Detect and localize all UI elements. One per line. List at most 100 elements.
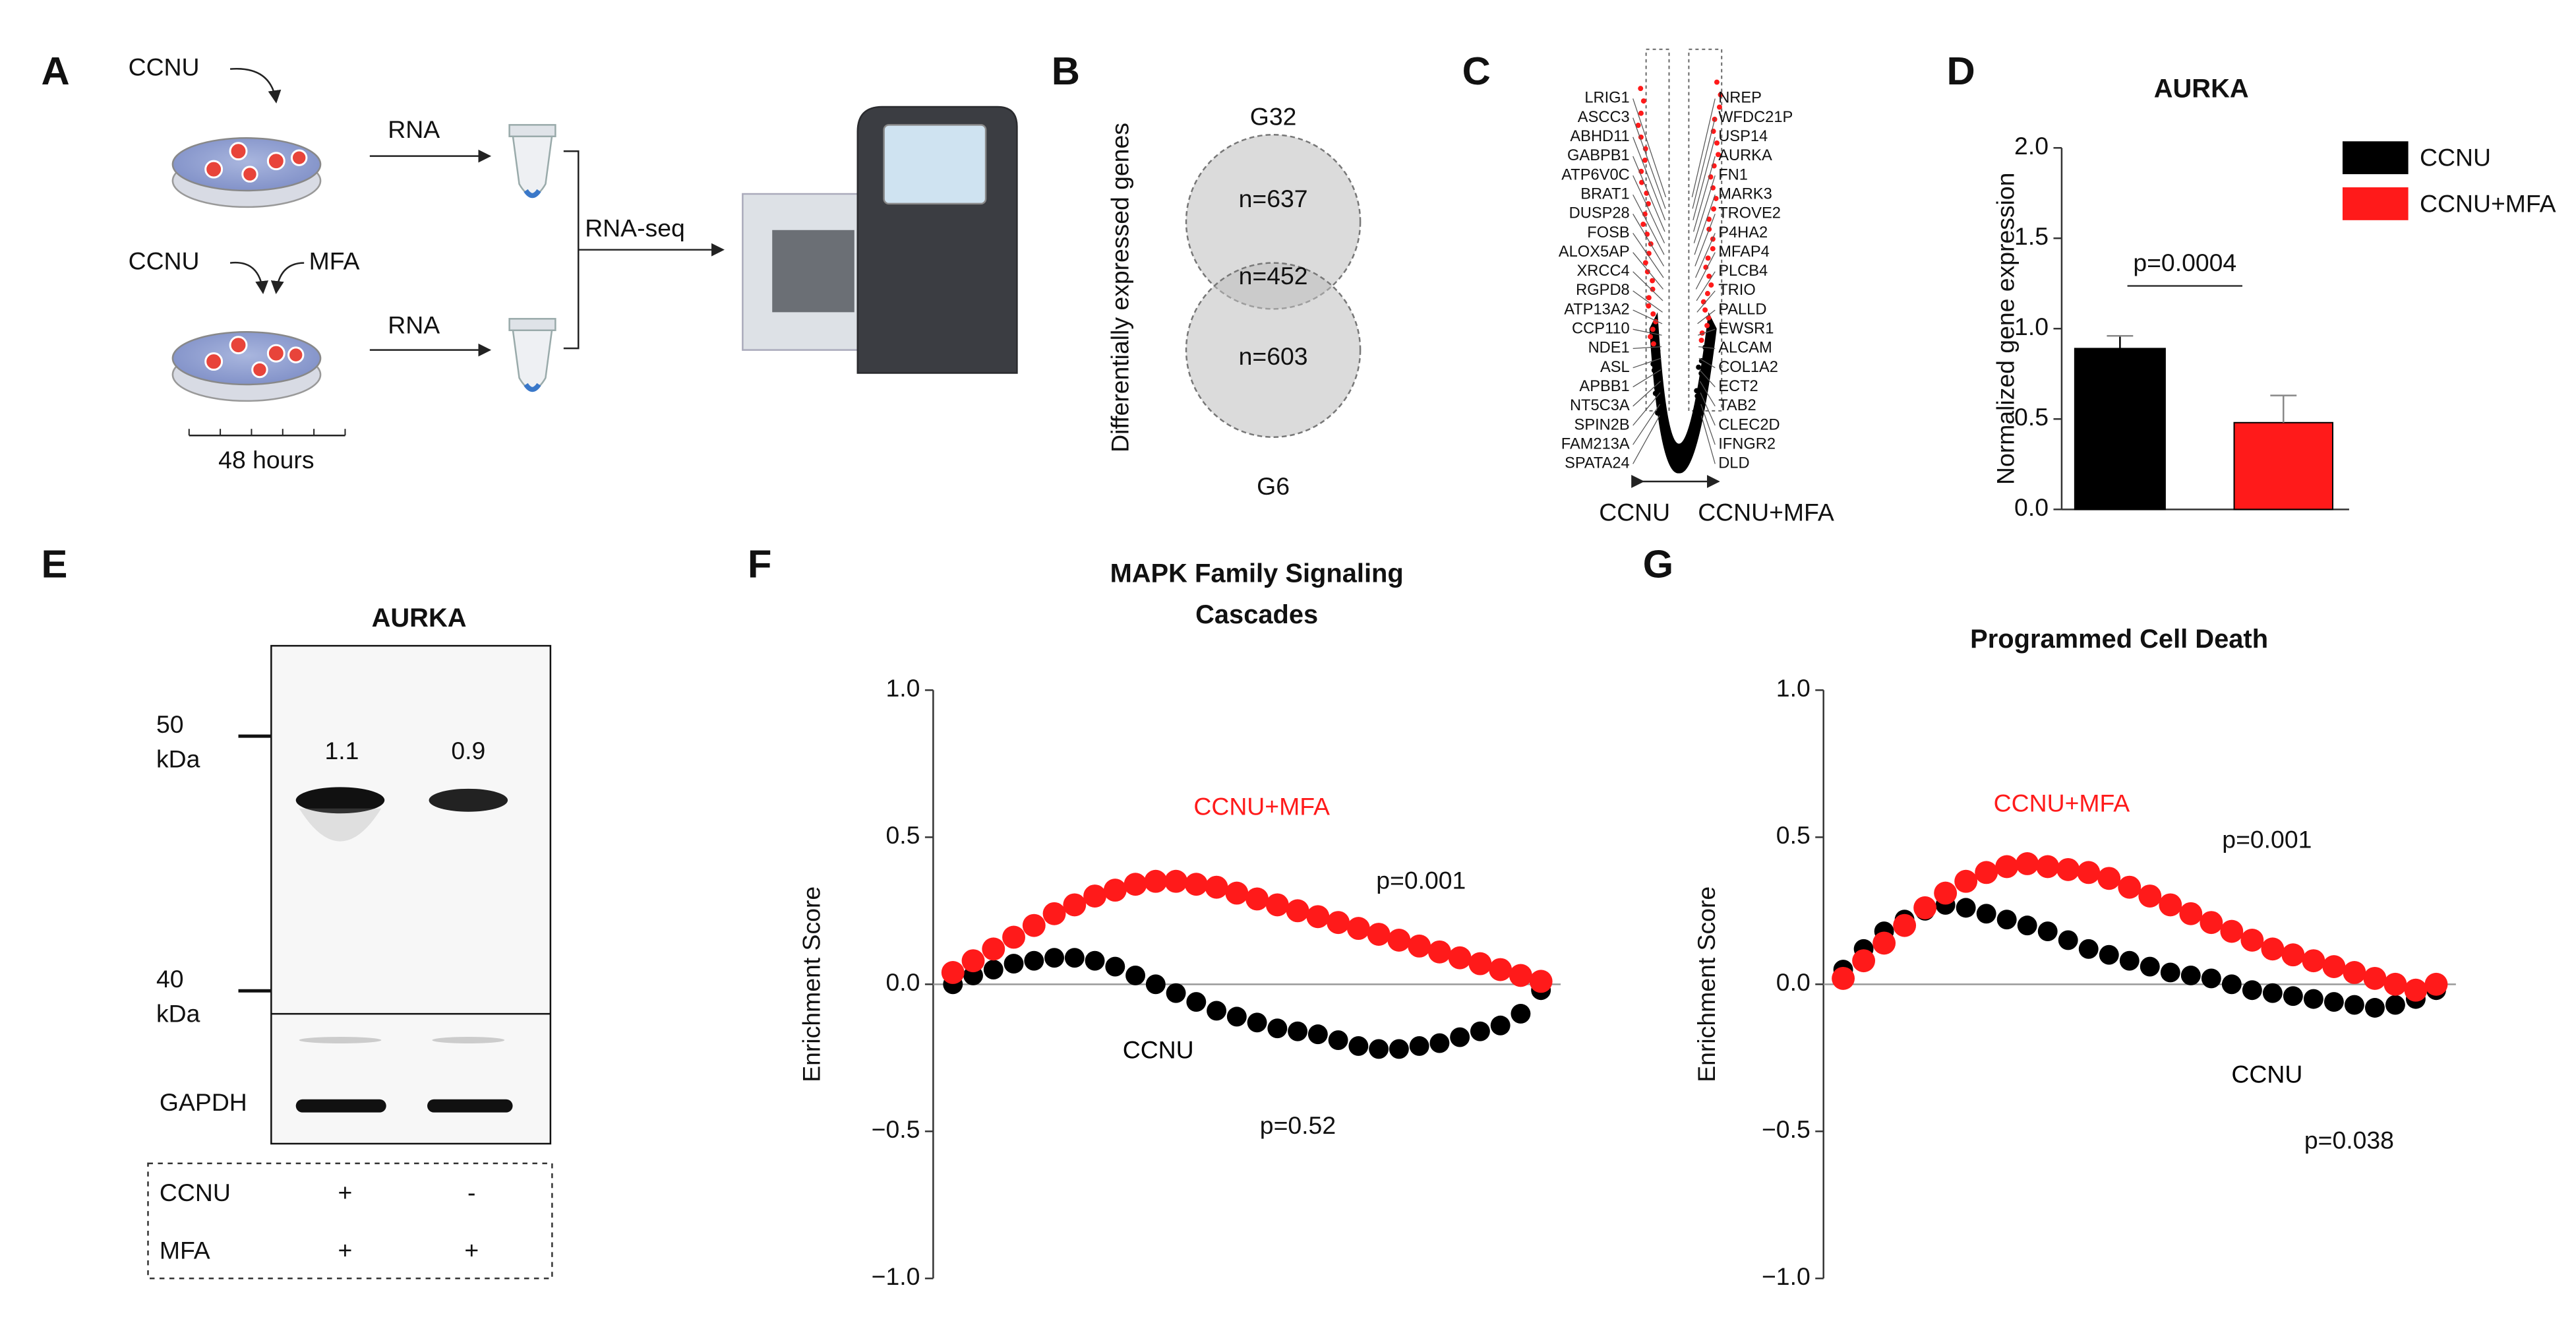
count-label: n=637	[1239, 185, 1308, 212]
gene-label: COL1A2	[1718, 359, 1778, 376]
gene-leader	[1632, 156, 1665, 232]
panel-label: E	[42, 542, 68, 586]
volcano-point	[1714, 140, 1720, 146]
enrichment-point	[1448, 946, 1472, 970]
volcano-point	[1713, 196, 1719, 201]
axis-label: CCNU	[1599, 499, 1670, 526]
volcano-point	[1658, 406, 1663, 412]
gene-leader	[1698, 346, 1716, 350]
enrichment-point	[1186, 992, 1207, 1012]
gene-label: PLCB4	[1718, 263, 1768, 280]
gene-leader	[1632, 392, 1661, 426]
gene-label: ABHD11	[1570, 128, 1629, 145]
gene-label: APBB1	[1579, 378, 1629, 395]
gene-label: ASL	[1600, 359, 1630, 376]
enrichment-point	[2385, 995, 2405, 1015]
enrichment-point	[2262, 983, 2283, 1003]
volcano-point	[1650, 278, 1656, 284]
enrichment-point	[1509, 964, 1532, 987]
volcano-point	[1658, 379, 1663, 385]
volcano-point	[1650, 361, 1656, 367]
enrichment-point	[1003, 954, 1024, 974]
enrichment-point	[2242, 980, 2262, 1001]
gene-leader	[1697, 309, 1716, 325]
gene-label: SPATA24	[1565, 455, 1630, 472]
enrichment-point	[2220, 919, 2244, 943]
gene-leader	[1632, 369, 1662, 388]
enrichment-point	[2159, 893, 2182, 917]
enrichment-point	[1166, 983, 1186, 1003]
gene-leader	[1700, 392, 1716, 426]
enrichment-point	[2160, 962, 2180, 983]
enrichment-point	[1367, 923, 1391, 946]
enrichment-point	[2078, 939, 2099, 959]
condition-sign: +	[338, 1236, 353, 1264]
enrichment-point	[2179, 902, 2203, 925]
gene-label: EWSR1	[1718, 321, 1774, 338]
enrichment-point	[2364, 998, 2385, 1018]
enrichment-point	[1408, 934, 1431, 958]
gene-leader	[1691, 98, 1716, 198]
enrichment-point	[1145, 974, 1166, 995]
gene-label: IFNGR2	[1718, 435, 1776, 452]
y-tick-label: −0.5	[872, 1115, 920, 1143]
enrichment-point	[1265, 893, 1289, 917]
marker-unit: kDa	[156, 1000, 200, 1028]
condition-name: CCNU	[160, 1179, 231, 1206]
gene-leader	[1632, 233, 1664, 278]
gene-label: TROVE2	[1718, 205, 1781, 222]
gene-leader	[1632, 117, 1666, 209]
enrichment-point	[2138, 884, 2162, 908]
enrichment-point	[1327, 911, 1350, 935]
volcano-point	[1656, 373, 1662, 379]
enrichment-point	[2363, 966, 2387, 990]
enrichment-point	[1872, 931, 1896, 955]
gene-leader	[1632, 309, 1663, 325]
loading-label: GAPDH	[160, 1088, 247, 1116]
gene-label: MARK3	[1718, 185, 1772, 202]
rna-label: RNA	[388, 115, 440, 143]
gene-leader	[1632, 194, 1665, 255]
volcano-point	[1701, 377, 1707, 383]
series-label: CCNU	[2231, 1061, 2302, 1088]
volcano-point	[1650, 326, 1656, 332]
enrichment-point	[2221, 974, 2242, 995]
gene-label: GABPB1	[1567, 147, 1630, 164]
count-label: n=452	[1239, 262, 1308, 290]
y-tick-label: 0.0	[2014, 493, 2049, 521]
gene-label: NT5C3A	[1570, 397, 1630, 414]
gene-label: BRAT1	[1580, 185, 1630, 202]
volcano-point	[1703, 264, 1709, 270]
y-tick-label: 0.5	[1776, 821, 1811, 849]
gene-label: PALLD	[1718, 301, 1766, 318]
volcano-point	[1698, 382, 1704, 388]
axis-label: Differentially expressed genes	[1106, 123, 1134, 452]
y-tick-label: 0.0	[885, 968, 920, 996]
enrichment-point	[1044, 948, 1064, 968]
gene-leader	[1632, 137, 1666, 221]
gene-label: CCP110	[1572, 321, 1630, 338]
enrichment-point	[1144, 869, 1168, 893]
gene-leader	[1694, 214, 1716, 266]
enrichment-point	[1063, 893, 1087, 917]
volcano-point	[1708, 282, 1714, 288]
volcano-point	[1692, 408, 1698, 414]
enrichment-point	[2058, 930, 2078, 950]
volcano-point	[1696, 364, 1702, 370]
time-label: 48 hours	[218, 446, 314, 474]
enrichment-point	[1996, 910, 2017, 930]
volcano-point	[1646, 303, 1652, 309]
enrichment-point	[1975, 861, 1998, 884]
enrichment-point	[1042, 902, 1066, 925]
enrichment-point	[2016, 852, 2039, 875]
volcano-point	[1651, 367, 1657, 373]
enrichment-point	[1387, 928, 1411, 952]
volcano-point	[1650, 311, 1656, 317]
legend-label: CCNU+MFA	[2420, 189, 2556, 217]
volcano-point	[1657, 396, 1663, 402]
gene-label: ATP13A2	[1564, 301, 1630, 318]
enrichment-point	[2097, 867, 2121, 890]
enrichment-point	[1450, 1027, 1470, 1047]
enrichment-point	[2077, 861, 2101, 884]
panel-label: G	[1643, 542, 1673, 586]
